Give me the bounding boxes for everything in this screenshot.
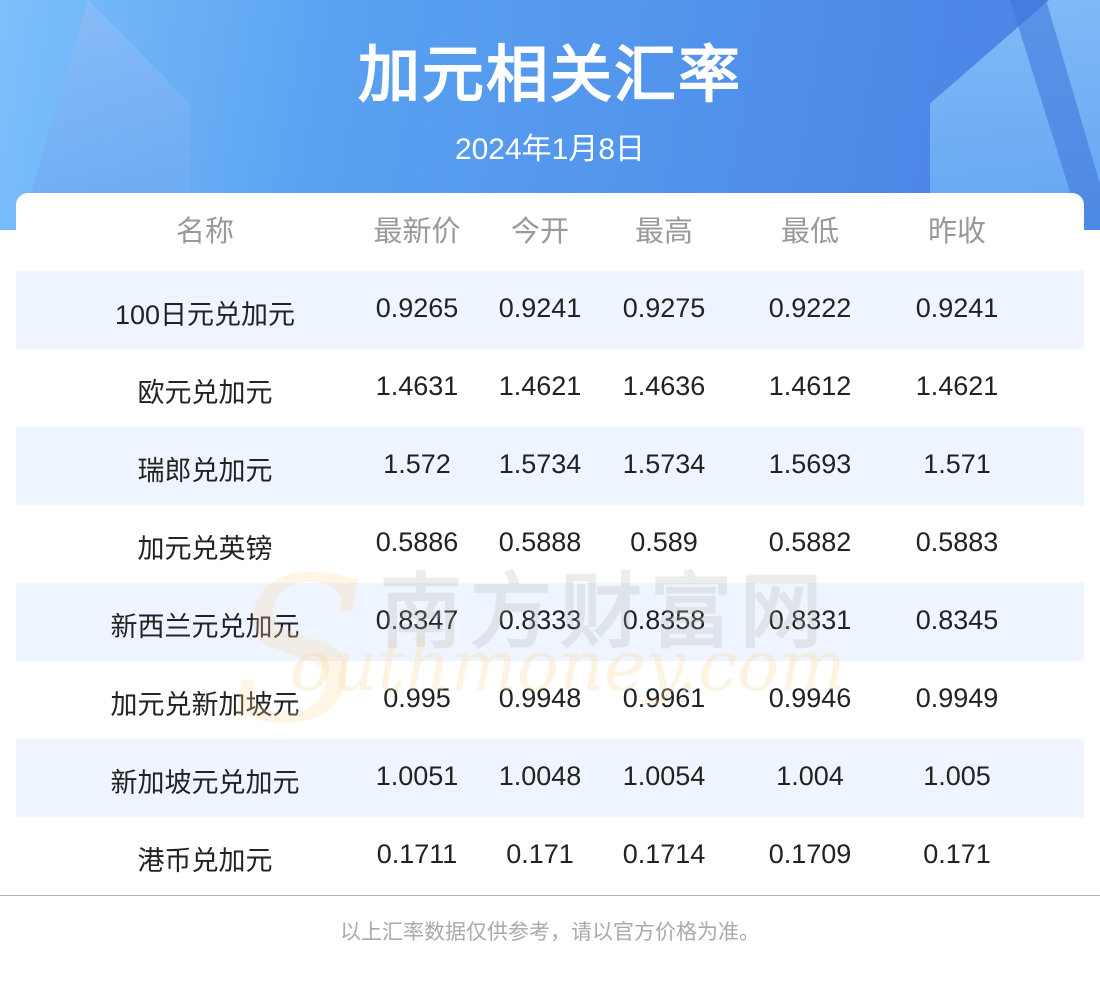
cell-open: 0.171 bbox=[506, 839, 574, 869]
cell-prev-close: 0.8345 bbox=[915, 605, 999, 635]
table-row: 瑞郎兑加元 1.572 1.5734 1.5734 1.5693 1.571 bbox=[16, 427, 1084, 505]
cell-high: 1.5734 bbox=[622, 449, 706, 479]
cell-name: 100日元兑加元 bbox=[114, 300, 296, 330]
cell-high: 0.589 bbox=[630, 527, 698, 557]
cell-low: 1.5693 bbox=[768, 449, 852, 479]
cell-high: 1.0054 bbox=[622, 761, 706, 791]
cell-open: 1.0048 bbox=[498, 761, 582, 791]
cell-open: 0.5888 bbox=[498, 527, 582, 557]
cell-high: 0.9275 bbox=[622, 293, 706, 323]
cell-latest: 1.4631 bbox=[375, 371, 459, 401]
cell-name: 加元兑新加坡元 bbox=[110, 690, 300, 720]
cell-prev-close: 1.005 bbox=[923, 761, 991, 791]
table-row: 100日元兑加元 0.9265 0.9241 0.9275 0.9222 0.9241 bbox=[16, 271, 1084, 349]
cell-low: 1.4612 bbox=[768, 371, 852, 401]
cell-prev-close: 0.171 bbox=[923, 839, 991, 869]
cell-high: 0.1714 bbox=[622, 839, 706, 869]
cell-low: 0.5882 bbox=[768, 527, 852, 557]
cell-latest: 1.0051 bbox=[375, 761, 459, 791]
table-row: 新西兰元兑加元 0.8347 0.8333 0.8358 0.8331 0.8345 bbox=[16, 583, 1084, 661]
cell-prev-close: 0.9949 bbox=[915, 683, 999, 713]
cell-name: 瑞郎兑加元 bbox=[137, 456, 273, 486]
cell-name: 加元兑英镑 bbox=[137, 534, 273, 564]
footer-note: 以上汇率数据仅供参考，请以官方价格为准。 bbox=[340, 921, 760, 944]
cell-latest: 0.8347 bbox=[375, 605, 459, 635]
cell-name: 欧元兑加元 bbox=[137, 378, 273, 408]
column-header-latest: 最新价 bbox=[373, 216, 461, 248]
cell-latest: 0.5886 bbox=[375, 527, 459, 557]
column-header-prev-close: 昨收 bbox=[927, 216, 987, 248]
cell-open: 1.4621 bbox=[498, 371, 582, 401]
table-row: 新加坡元兑加元 1.0051 1.0048 1.0054 1.004 1.005 bbox=[16, 739, 1084, 817]
cell-high: 0.9961 bbox=[622, 683, 706, 713]
header-banner: 加元相关汇率 2024年1月8日 bbox=[0, 0, 1100, 230]
cell-prev-close: 1.4621 bbox=[915, 371, 999, 401]
cell-low: 0.1709 bbox=[768, 839, 852, 869]
cell-prev-close: 0.9241 bbox=[915, 293, 999, 323]
cell-open: 0.9241 bbox=[498, 293, 582, 323]
column-header-high: 最高 bbox=[634, 216, 694, 248]
cell-low: 1.004 bbox=[776, 761, 844, 791]
cell-latest: 0.1711 bbox=[376, 839, 458, 869]
cell-high: 0.8358 bbox=[622, 605, 706, 635]
cell-open: 0.8333 bbox=[498, 605, 582, 635]
cell-name: 港币兑加元 bbox=[137, 846, 273, 876]
cell-latest: 0.9265 bbox=[375, 293, 459, 323]
cell-low: 0.9946 bbox=[768, 683, 852, 713]
column-header-low: 最低 bbox=[780, 216, 840, 248]
cell-high: 1.4636 bbox=[622, 371, 706, 401]
cell-name: 新西兰元兑加元 bbox=[110, 612, 300, 642]
cell-prev-close: 1.571 bbox=[923, 449, 991, 479]
page-date: 2024年1月8日 bbox=[454, 133, 646, 166]
table-row: 港币兑加元 0.1711 0.171 0.1714 0.1709 0.171 bbox=[16, 817, 1084, 895]
table-row: 欧元兑加元 1.4631 1.4621 1.4636 1.4612 1.4621 bbox=[16, 349, 1084, 427]
page-title: 加元相关汇率 bbox=[357, 41, 742, 110]
column-header-name: 名称 bbox=[175, 216, 235, 248]
table-row: 加元兑英镑 0.5886 0.5888 0.589 0.5882 0.5883 bbox=[16, 505, 1084, 583]
cell-prev-close: 0.5883 bbox=[915, 527, 999, 557]
cell-latest: 1.572 bbox=[383, 449, 451, 479]
cell-low: 0.9222 bbox=[768, 293, 852, 323]
cell-open: 1.5734 bbox=[498, 449, 582, 479]
cell-name: 新加坡元兑加元 bbox=[110, 768, 300, 798]
cell-low: 0.8331 bbox=[768, 605, 852, 635]
table-row: 加元兑新加坡元 0.995 0.9948 0.9961 0.9946 0.9949 bbox=[16, 661, 1084, 739]
cell-open: 0.9948 bbox=[498, 683, 582, 713]
column-header-open: 今开 bbox=[510, 216, 570, 248]
cell-latest: 0.995 bbox=[383, 683, 451, 713]
divider bbox=[0, 895, 1100, 896]
